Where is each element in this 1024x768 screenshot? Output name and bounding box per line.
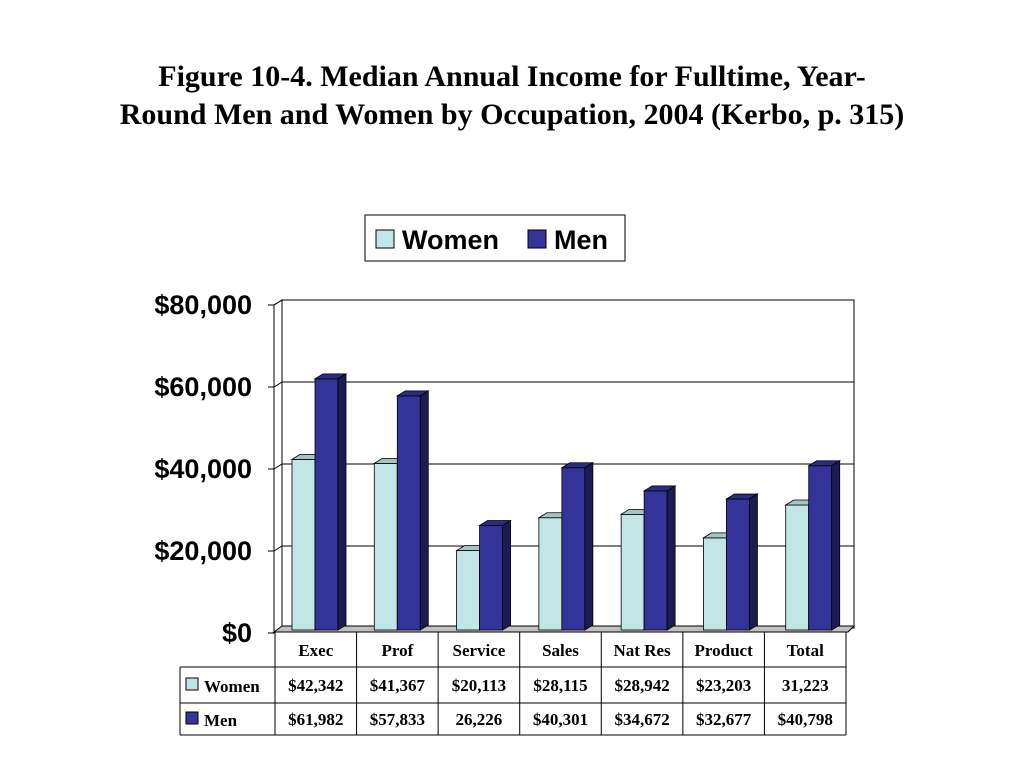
table-cell: 26,226 (456, 710, 503, 729)
bar-front (620, 513, 645, 631)
table-cell: $61,982 (288, 710, 343, 729)
legend-label-women: Women (402, 225, 499, 255)
bar-front (373, 462, 398, 631)
bar-front (785, 504, 810, 631)
table-cell: $34,672 (614, 710, 669, 729)
table-category-label: Exec (298, 641, 333, 660)
legend-box (364, 214, 626, 262)
table-cell: $28,942 (614, 676, 669, 695)
table-legend-key-men (185, 711, 199, 725)
table-category-label: Prof (381, 641, 413, 660)
axes: $0 $20,000 $40,000 $60,000 $80,000 (154, 290, 275, 648)
bar-men-prof (395, 390, 430, 631)
bar-front (314, 378, 339, 631)
bar-side (502, 519, 511, 631)
table-legend-key-women (185, 677, 199, 691)
table-category-label: Nat Res (614, 641, 672, 660)
legend-swatch-women (375, 229, 395, 249)
gridline-side (273, 381, 283, 388)
table-cell: $23,203 (696, 676, 751, 695)
bar-front (561, 467, 586, 631)
bar-front (726, 498, 750, 631)
gridline-side (273, 545, 283, 552)
bar-men-product (725, 493, 759, 631)
bar-front (808, 465, 833, 631)
bar-men-service (478, 519, 512, 631)
y-tick-label: $80,000 (154, 290, 252, 320)
table-cell: $32,677 (696, 710, 752, 729)
bar-front (479, 525, 503, 631)
data-table: Exec Prof Service Sales Nat Res Product Total W… (179, 631, 847, 736)
bar-men-exec (313, 373, 348, 631)
bar-side (419, 390, 429, 631)
bars (290, 373, 842, 631)
bar-men-nat-res (642, 485, 677, 631)
table-category-label: Sales (542, 641, 579, 660)
table-cell: $40,301 (533, 710, 588, 729)
table-category-label: Product (695, 641, 754, 660)
bar-front (703, 537, 727, 631)
table-category-label: Service (452, 641, 505, 660)
bar-men-total (807, 460, 842, 631)
title-line-1: Figure 10-4. Median Annual Income for Fu… (158, 60, 866, 93)
table-cell: $40,798 (778, 710, 833, 729)
gridline-side (273, 463, 283, 470)
table-row-label: Women (204, 677, 260, 696)
page-title: Figure 10-4. Median Annual Income for Fu… (40, 58, 984, 134)
legend-label-men: Men (554, 225, 608, 255)
table-cell: $57,833 (370, 710, 425, 729)
table-cell: 31,223 (782, 676, 829, 695)
title-line-2: Round Men and Women by Occupation, 2004 … (119, 98, 905, 131)
y-tick-label: $20,000 (154, 536, 252, 566)
table-cell: $42,342 (288, 676, 343, 695)
bar-side (749, 493, 758, 631)
bar-men-sales (560, 462, 595, 631)
bar-front (291, 458, 316, 631)
bar-side (584, 462, 594, 631)
table-row-label: Men (204, 711, 238, 730)
y-tick-label: $40,000 (154, 454, 252, 484)
bar-side (337, 373, 347, 631)
bar-side (666, 485, 676, 631)
bar-front (538, 517, 563, 631)
table-cell: $41,367 (370, 676, 426, 695)
legend: Women Men (364, 214, 626, 262)
bar-front (396, 395, 421, 631)
bar-side (831, 460, 841, 631)
bar-front (456, 550, 480, 631)
table-cell: $28,115 (533, 676, 587, 695)
table-category-label: Total (787, 641, 824, 660)
y-tick-label: $60,000 (154, 372, 252, 402)
y-tick-label: $0 (222, 618, 252, 648)
table-cell: $20,113 (452, 676, 506, 695)
gridline-side (273, 299, 283, 306)
bar-front (643, 490, 668, 631)
legend-swatch-men (527, 229, 547, 249)
